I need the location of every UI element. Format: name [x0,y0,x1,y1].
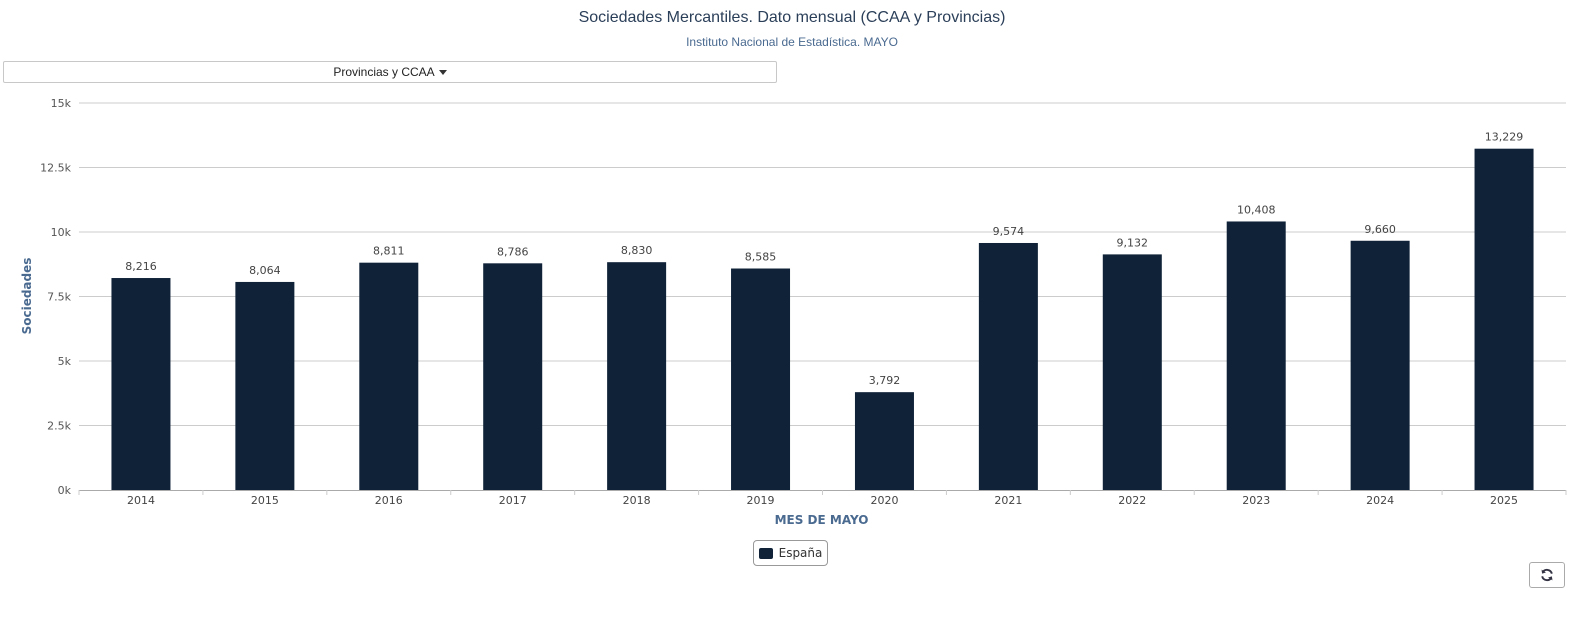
x-tick-label: 2019 [747,494,775,507]
bar [111,278,171,490]
y-tick-label: 7.5k [47,291,71,304]
data-label: 8,585 [745,251,777,264]
x-tick-label: 2024 [1366,494,1394,507]
bar [978,242,1038,490]
data-label: 9,660 [1364,223,1396,236]
caret-down-icon [438,69,447,75]
bar [359,262,419,490]
data-label: 8,786 [497,245,529,258]
x-axis-title: MES DE MAYO [775,513,869,527]
y-axis-title: Sociedades [20,258,34,335]
bar [1474,148,1534,490]
x-tick-label: 2023 [1242,494,1270,507]
data-label: 9,132 [1117,236,1149,249]
y-tick-label: 12.5k [40,162,71,175]
data-label: 9,574 [993,225,1025,238]
x-tick-label: 2014 [127,494,155,507]
x-tick-label: 2022 [1118,494,1146,507]
y-tick-label: 0k [58,484,72,497]
y-tick-label: 2.5k [47,420,71,433]
data-label: 8,064 [249,264,281,277]
bar [1226,221,1286,490]
data-label: 3,792 [869,374,901,387]
x-tick-label: 2016 [375,494,403,507]
bar [235,281,295,490]
chart-title: Sociedades Mercantiles. Dato mensual (CC… [578,9,1006,26]
x-tick-label: 2020 [870,494,898,507]
refresh-icon [1541,568,1553,582]
x-tick-label: 2018 [623,494,651,507]
data-label: 8,811 [373,245,405,258]
legend-label: España [778,546,823,560]
data-label: 10,408 [1237,203,1276,216]
y-tick-label: 5k [58,355,72,368]
bar [1350,240,1410,490]
legend-item-espana[interactable]: España [753,540,828,566]
bar [1102,254,1162,490]
y-tick-label: 15k [51,97,72,110]
region-selector-dropdown[interactable]: Provincias y CCAA [3,61,777,83]
region-selector-label: Provincias y CCAA [333,65,435,79]
legend-swatch [758,547,773,559]
x-tick-label: 2017 [499,494,527,507]
x-tick-label: 2021 [994,494,1022,507]
refresh-button[interactable] [1529,562,1565,588]
bar [607,262,667,490]
bar [483,263,543,490]
bar [731,268,791,490]
bar [854,392,914,490]
x-tick-label: 2015 [251,494,279,507]
y-tick-label: 10k [51,226,72,239]
data-label: 13,229 [1485,131,1524,144]
chart-subtitle: Instituto Nacional de Estadística. MAYO [686,35,898,49]
data-label: 8,216 [125,260,157,273]
data-label: 8,830 [621,244,653,257]
x-tick-label: 2025 [1490,494,1518,507]
